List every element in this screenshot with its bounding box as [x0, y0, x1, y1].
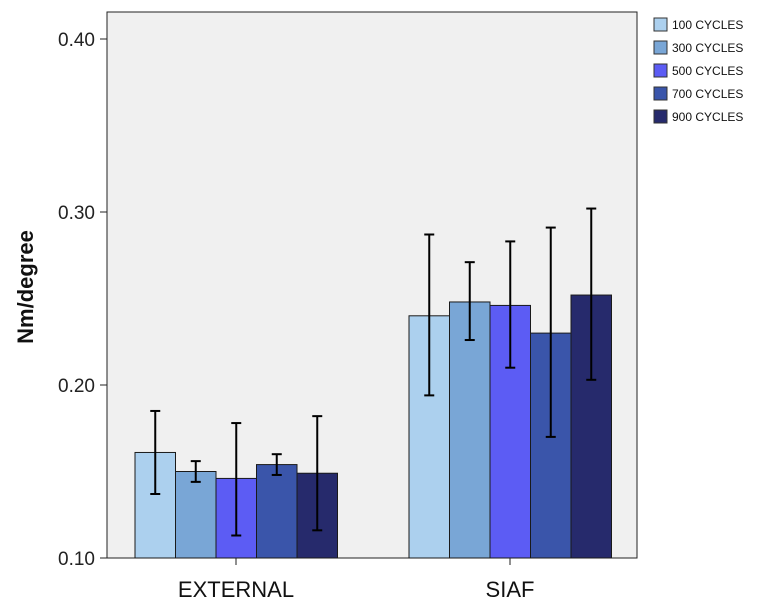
legend-label: 700 CYCLES — [672, 87, 743, 101]
legend-swatch — [653, 40, 668, 55]
x-category-label: SIAF — [486, 577, 535, 602]
y-tick-label: 0.40 — [58, 30, 95, 51]
legend-swatch — [653, 17, 668, 32]
legend-swatch — [653, 86, 668, 101]
x-category-label: EXTERNAL — [178, 577, 294, 602]
error-bars-group — [150, 207, 597, 537]
y-axis: 0.10 0.20 0.30 0.40 — [58, 30, 107, 570]
bar-external-700-cycles — [256, 464, 298, 559]
legend-swatch — [653, 109, 668, 124]
y-tick-label: 0.30 — [58, 203, 95, 224]
bars-group — [134, 294, 612, 559]
x-axis: EXTERNAL SIAF — [178, 558, 535, 602]
y-tick-label: 0.20 — [58, 376, 95, 397]
legend-label: 100 CYCLES — [672, 18, 743, 32]
legend-label: 300 CYCLES — [672, 41, 743, 55]
y-tick-label: 0.10 — [58, 549, 95, 570]
legend-label: 900 CYCLES — [672, 110, 743, 124]
legend-swatch — [653, 63, 668, 78]
bar-external-300-cycles — [175, 471, 217, 559]
legend-label: 500 CYCLES — [672, 64, 743, 78]
y-axis-title: Nm/degree — [13, 230, 38, 344]
legend: 100 CYCLES 300 CYCLES 500 CYCLES 700 CYCLES… — [653, 17, 743, 124]
